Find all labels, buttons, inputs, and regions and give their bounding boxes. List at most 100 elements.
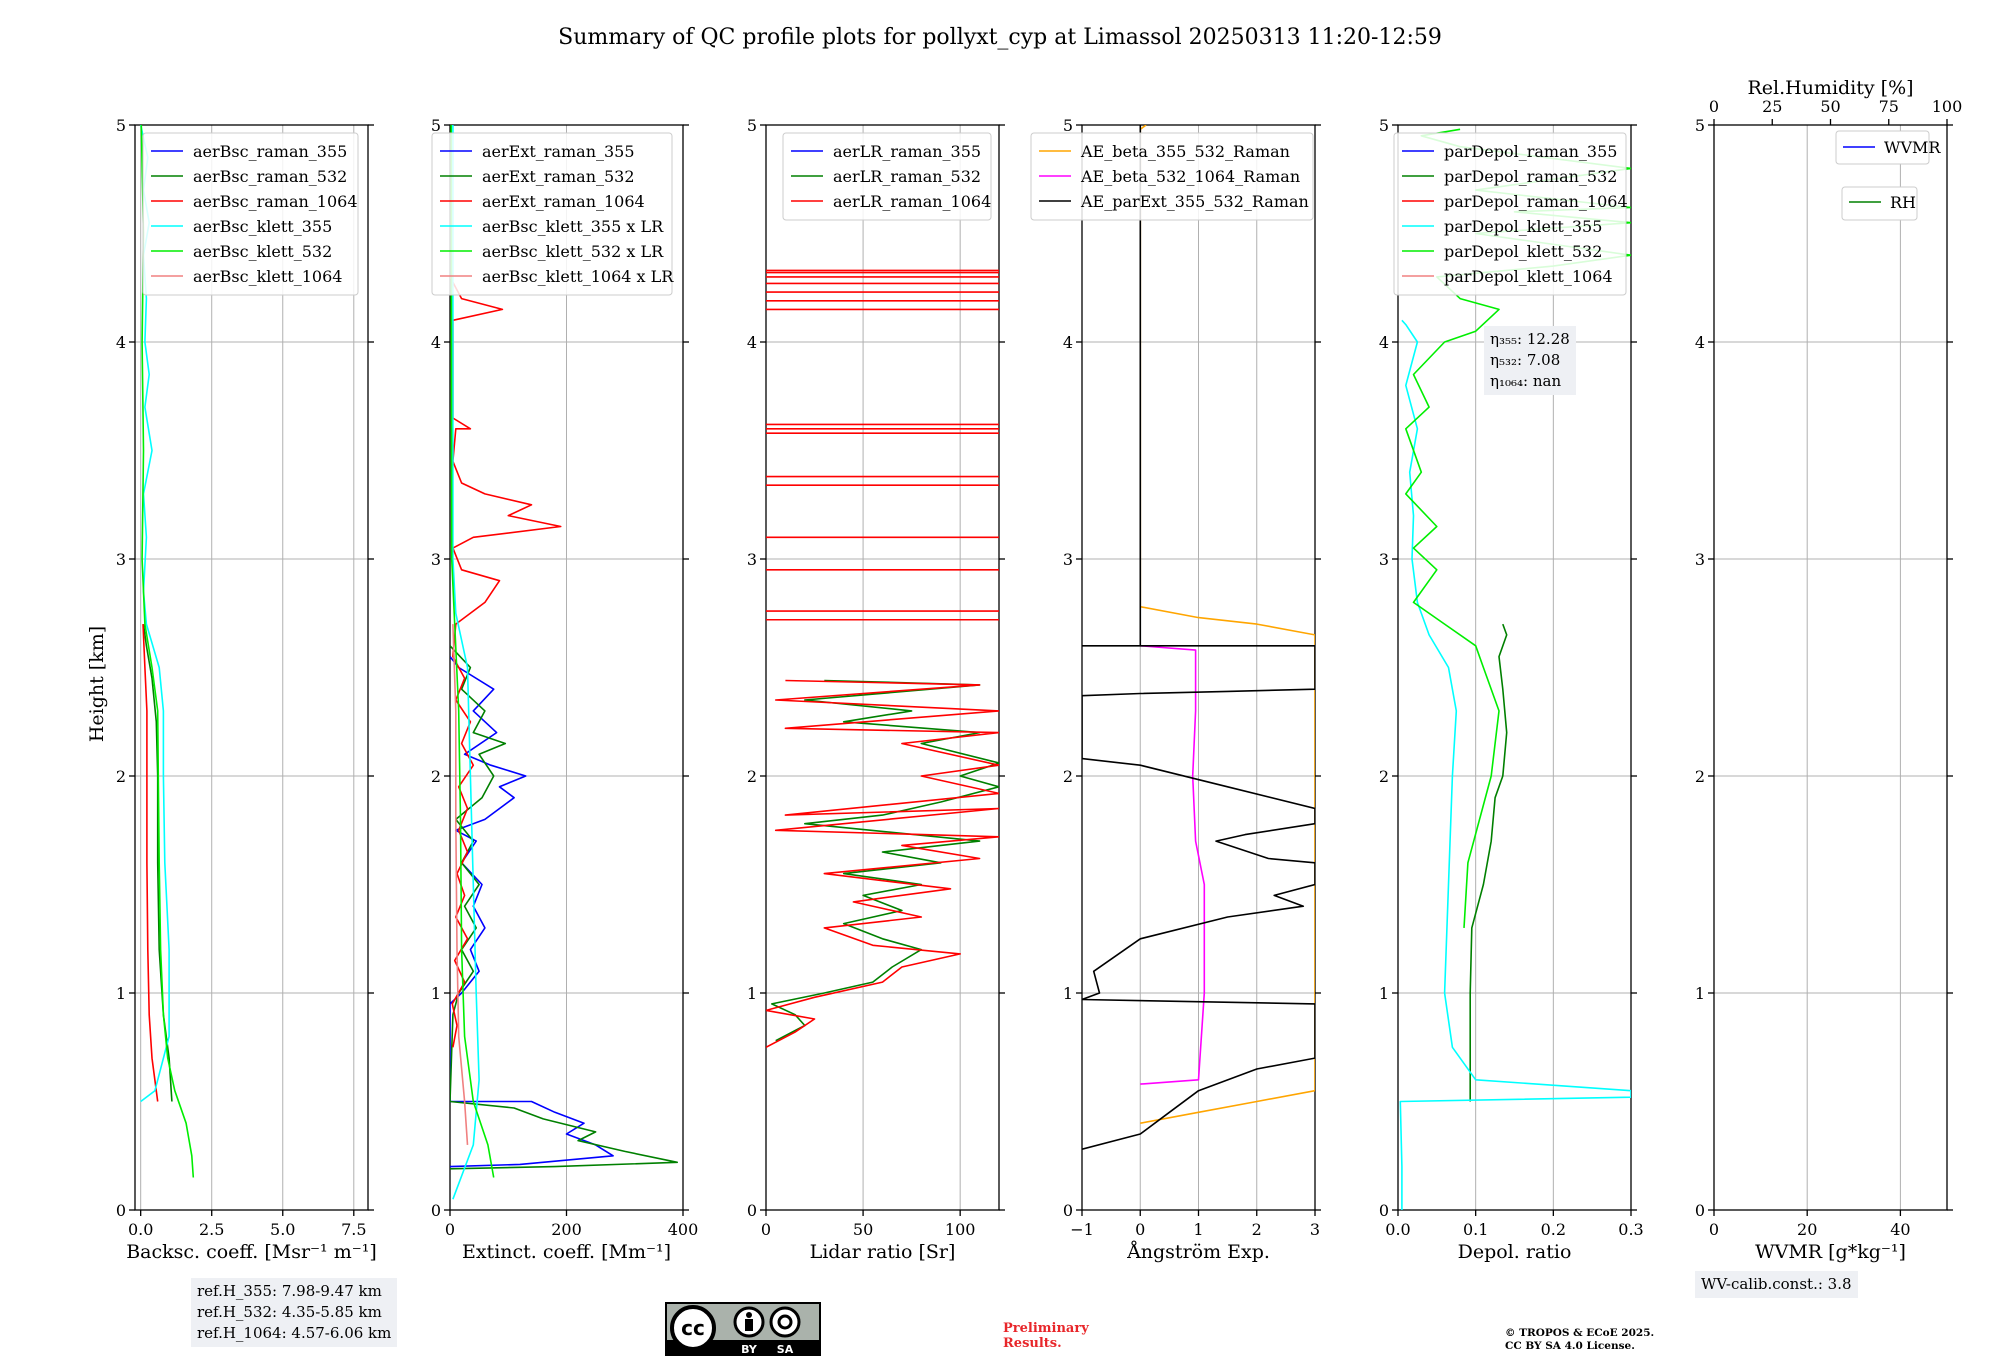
x-tick-label: −1	[1070, 1220, 1094, 1239]
y-tick-label: 4	[116, 333, 126, 352]
y-tick-label: 1	[1063, 984, 1073, 1003]
ref-height-box: ref.H_355: 7.98-9.47 km ref.H_532: 4.35-…	[191, 1278, 398, 1347]
ref-height-532: ref.H_532: 4.35-5.85 km	[197, 1303, 382, 1321]
y-tick-label: 4	[747, 333, 757, 352]
legend: parDepol_raman_355 parDepol_raman_532 parD…	[1393, 132, 1628, 296]
y-tick-label: 5	[431, 116, 441, 135]
legend-frame	[431, 132, 673, 296]
y-tick-label: 4	[1063, 333, 1073, 352]
legend: AE_beta_355_532_Raman AE_beta_532_1064_Ra…	[1030, 132, 1314, 221]
legend-entry: aerBsc_raman_532	[193, 167, 347, 186]
figure-title: Summary of QC profile plots for pollyxt_…	[558, 25, 1442, 50]
x-tick-label: 3	[1310, 1220, 1320, 1239]
legend-frame	[142, 132, 359, 296]
x-tick-label: 0.0	[128, 1220, 153, 1239]
legend-entry: aerBsc_klett_355 x LR	[482, 217, 664, 236]
x-tick-label: 0.1	[1463, 1220, 1488, 1239]
x-axis-label: Ångström Exp.	[1126, 1241, 1270, 1263]
y-tick-label: 5	[1695, 116, 1705, 135]
y-tick-label: 1	[1695, 984, 1705, 1003]
cc-logo-icon	[670, 1305, 716, 1351]
y-tick-label: 3	[1379, 550, 1389, 569]
copyright-line-2: CC BY SA 4.0 License.	[1505, 1340, 1635, 1352]
y-tick-label: 5	[747, 116, 757, 135]
x-tick-label: 400	[668, 1220, 699, 1239]
x-axis-label: Depol. ratio	[1458, 1241, 1572, 1263]
top-x-tick-label: 100	[1932, 97, 1963, 116]
y-tick-label: 3	[116, 550, 126, 569]
top-x-axis-label: Rel.Humidity [%]	[1747, 77, 1913, 99]
x-tick-label: 0.0	[1385, 1220, 1410, 1239]
eta-1064: η₁₀₆₄: nan	[1490, 372, 1562, 390]
preliminary-line-1: Preliminary	[1003, 1321, 1089, 1336]
top-x-tick-label: 25	[1762, 97, 1782, 116]
y-tick-label: 3	[431, 550, 441, 569]
legend-entry: aerBsc_klett_1064 x LR	[482, 267, 674, 286]
y-tick-label: 0	[116, 1201, 126, 1220]
panel-bsc: 0 1 2 3 4 5 0.0 2.5 5.0 7.5 Backsc. coeff. [Msr⁻¹ …	[116, 116, 377, 1263]
x-tick-label: 0	[445, 1220, 455, 1239]
series-line-aerext-raman-532	[450, 645, 678, 1170]
wv-calib-const: WV-calib.const.: 3.8	[1701, 1275, 1852, 1293]
top-x-tick-label: 75	[1879, 97, 1899, 116]
x-axis-label: Backsc. coeff. [Msr⁻¹ m⁻¹]	[126, 1241, 377, 1263]
y-tick-label: 5	[1379, 116, 1389, 135]
x-tick-label: 0.2	[1541, 1220, 1566, 1239]
x-tick-label: 0	[761, 1220, 771, 1239]
x-tick-label: 2.5	[199, 1220, 224, 1239]
y-tick-label: 1	[431, 984, 441, 1003]
y-tick-label: 2	[747, 767, 757, 786]
legend-entry: parDepol_raman_1064	[1444, 192, 1628, 211]
legend-entry: aerBsc_klett_355	[193, 217, 332, 236]
y-tick-label: 4	[1379, 333, 1389, 352]
legend-entry: aerExt_raman_1064	[482, 192, 645, 211]
eta-532: η₅₃₂: 7.08	[1490, 351, 1561, 369]
y-tick-label: 0	[431, 1201, 441, 1220]
legend-entry: aerBsc_klett_532	[193, 242, 332, 261]
legend-entry: aerExt_raman_355	[482, 142, 635, 161]
y-tick-label: 0	[1063, 1201, 1073, 1220]
series-line-aerbsc-klett-532-x-lr	[450, 125, 495, 1178]
legend-entry: RH	[1890, 193, 1916, 212]
legend-entry: AE_beta_532_1064_Raman	[1080, 167, 1300, 186]
legend-frame	[1030, 132, 1314, 221]
x-axis-label: Extinct. coeff. [Mm⁻¹]	[462, 1241, 671, 1263]
eta-box: η₃₅₅: 12.28 η₅₃₂: 7.08 η₁₀₆₄: nan	[1484, 326, 1576, 395]
sa-arc	[777, 1314, 793, 1330]
legend-entry: parDepol_klett_355	[1444, 217, 1602, 236]
y-tick-label: 3	[747, 550, 757, 569]
legend-entry: AE_parExt_355_532_Raman	[1080, 192, 1309, 211]
y-tick-label: 2	[1379, 767, 1389, 786]
series-line-aerbsc-raman-532	[142, 623, 173, 1102]
ref-height-1064: ref.H_1064: 4.57-6.06 km	[197, 1324, 392, 1342]
legend-entry: parDepol_klett_532	[1444, 242, 1602, 261]
legend-frame	[1835, 130, 1930, 165]
preliminary-line-2: Results.	[1003, 1336, 1062, 1351]
x-tick-label: 0	[1135, 1220, 1145, 1239]
x-axis-label: Lidar ratio [Sr]	[810, 1241, 956, 1263]
series-line-aerbsc-klett-1064-x-lr	[452, 624, 469, 1145]
by-person-body	[745, 1319, 753, 1331]
y-tick-label: 2	[431, 767, 441, 786]
top-x-tick-label: 0	[1709, 97, 1719, 116]
y-tick-label: 5	[116, 116, 126, 135]
legend-entry: parDepol_klett_1064	[1444, 267, 1613, 286]
x-tick-label: 0	[1709, 1220, 1719, 1239]
x-tick-label: 7.5	[341, 1220, 366, 1239]
legend-rh: RH	[1841, 186, 1918, 221]
y-tick-label: 2	[1063, 767, 1073, 786]
legend-entry: aerLR_raman_1064	[833, 192, 991, 211]
y-tick-label: 0	[1379, 1201, 1389, 1220]
cc-by-label: BY	[741, 1343, 758, 1356]
cc-by-sa-badge: cc BY SA	[665, 1302, 821, 1356]
x-tick-label: 50	[853, 1220, 873, 1239]
y-tick-label: 3	[1063, 550, 1073, 569]
eta-355: η₃₅₅: 12.28	[1490, 330, 1570, 348]
panel-data	[1082, 125, 1315, 1150]
series-line-aerlr-raman-1064	[766, 679, 999, 1049]
legend-frame	[782, 132, 992, 221]
